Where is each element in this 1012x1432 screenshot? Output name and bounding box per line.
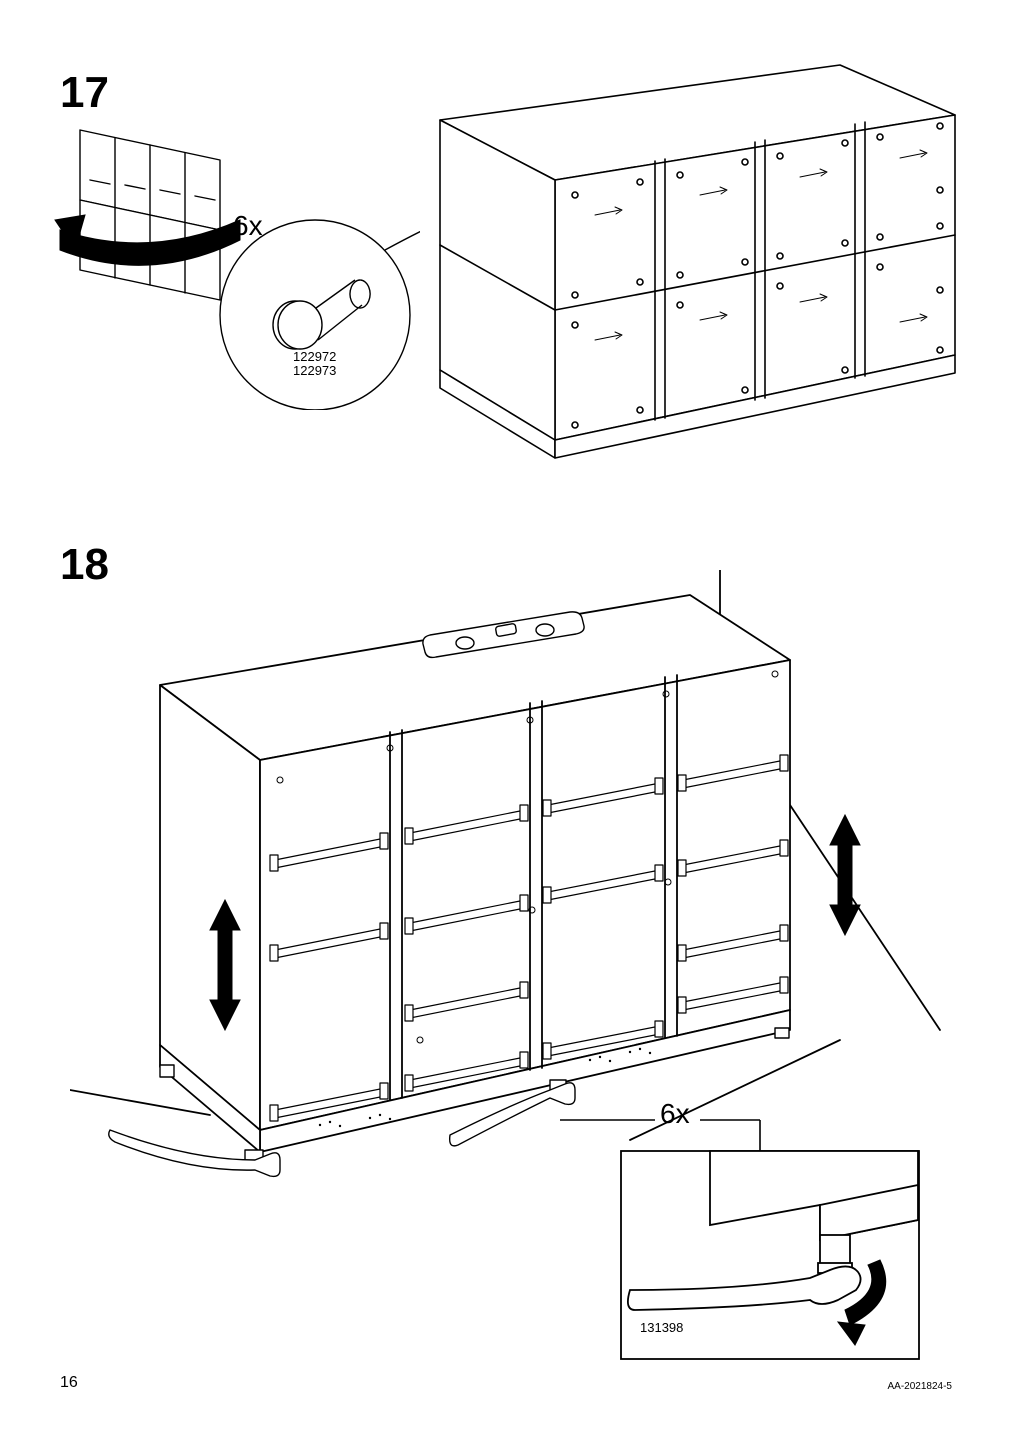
part-no-1: 122972 <box>293 350 336 364</box>
document-reference: AA-2021824-5 <box>888 1381 953 1392</box>
step17-part-numbers: 122972 122973 <box>293 350 336 379</box>
step17-quantity: 6x <box>233 210 263 242</box>
step-17-number: 17 <box>60 68 109 118</box>
step17-main-illustration <box>410 60 970 460</box>
step18-detail-part-number: 131398 <box>640 1320 683 1335</box>
page-number: 16 <box>60 1374 78 1392</box>
part-no-2: 122973 <box>293 364 336 378</box>
